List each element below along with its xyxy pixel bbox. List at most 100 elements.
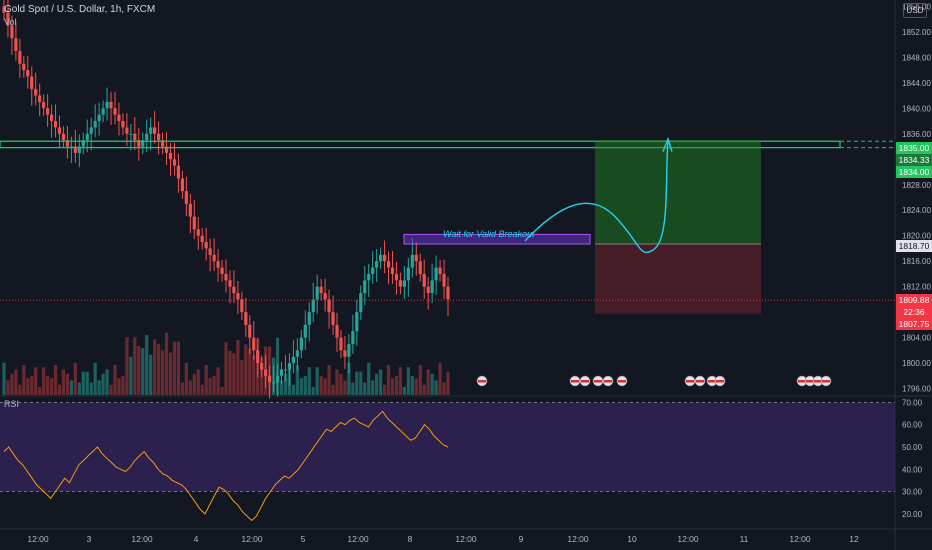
candle-body — [406, 267, 410, 281]
price-tick-label: 1796.00 — [902, 385, 931, 394]
volume-bar — [228, 351, 232, 395]
projection-curve — [524, 141, 669, 254]
time-tick-label: 12:00 — [677, 534, 699, 544]
volume-bar — [160, 350, 165, 395]
candle-body — [355, 312, 359, 332]
candle-body — [303, 324, 307, 338]
candle-body — [141, 140, 145, 147]
candle-body — [351, 331, 355, 345]
rsi-tick-label: 70.00 — [902, 398, 923, 407]
symbol-title: Gold Spot / U.S. Dollar, 1h, FXCM — [4, 4, 156, 15]
time-tick-label: 12:00 — [567, 534, 589, 544]
volume-bar — [406, 367, 410, 395]
volume-bar — [188, 380, 192, 395]
candle-body — [137, 140, 141, 147]
candle-body — [382, 254, 387, 262]
candle-body — [430, 280, 434, 294]
volume-bar — [157, 343, 161, 395]
candle-body — [10, 25, 14, 39]
volume-bar — [97, 380, 101, 395]
volume-bar — [208, 378, 212, 395]
volume-bar — [117, 378, 121, 395]
volume-bar — [323, 378, 327, 395]
volume-bar — [93, 362, 97, 395]
volume-bar — [180, 382, 184, 395]
volume-bar — [398, 367, 403, 395]
event-icons[interactable] — [476, 375, 832, 387]
time-tick-label: 12 — [849, 534, 859, 544]
candle-body — [168, 152, 173, 160]
candle-body — [105, 101, 109, 109]
candle-body — [188, 203, 192, 217]
candle-body — [109, 101, 113, 109]
price-tick-label: 1856.00 — [902, 2, 931, 11]
volume-bar — [30, 376, 34, 395]
volume-bar — [299, 378, 303, 395]
candle-body — [327, 299, 331, 313]
candle-body — [49, 114, 54, 122]
candle-body — [271, 382, 276, 384]
volume-bar — [69, 380, 73, 395]
candle-body — [153, 127, 157, 134]
tag-stop: 1807.75 — [896, 318, 932, 330]
volume-bar — [315, 367, 319, 395]
candle-body — [339, 337, 343, 351]
time-tick-label: 12:00 — [131, 534, 153, 544]
candle-body — [323, 293, 327, 300]
volume-bar — [375, 373, 379, 395]
candles — [2, 0, 450, 399]
candle-body — [319, 286, 323, 294]
volume-label: Vol — [4, 17, 17, 27]
candle-body — [426, 286, 430, 294]
candle-body — [375, 261, 379, 268]
time-tick-label: 10 — [627, 534, 637, 544]
volume-bar — [438, 362, 442, 395]
volume-bar — [34, 367, 38, 395]
candle-body — [89, 127, 93, 134]
volume-bar — [22, 365, 26, 395]
candle-body — [311, 299, 315, 313]
rsi-pane: 70.00 60.00 50.00 40.00 30.00 20.00 — [0, 398, 923, 522]
tag-resistance-bottom: 1834.00 — [896, 166, 932, 178]
candle-body — [85, 133, 89, 141]
volume-bar — [386, 365, 391, 395]
volume-bar — [164, 332, 169, 395]
volume-bar — [382, 384, 387, 395]
rsi-tick-label: 20.00 — [902, 510, 923, 519]
volume-bar — [204, 365, 208, 395]
volume-bar — [426, 369, 430, 395]
volume-bar — [125, 337, 129, 395]
volume-bar — [153, 339, 157, 395]
volume-bar — [216, 367, 220, 395]
volume-bar — [212, 376, 216, 395]
candle-body — [275, 375, 280, 383]
projection-arrowhead — [662, 136, 673, 152]
volume-bar — [359, 371, 363, 395]
candle-body — [34, 89, 38, 96]
event-flag-stripe — [618, 380, 626, 383]
volume-bar — [307, 367, 311, 395]
currency-button[interactable]: USD — [903, 3, 927, 18]
volume-bar — [434, 380, 438, 395]
candle-body — [315, 286, 319, 300]
candle-body — [359, 293, 363, 313]
candle-body — [390, 267, 395, 274]
candle-body — [65, 140, 70, 147]
candle-body — [125, 127, 129, 134]
price-tick-label: 1848.00 — [902, 53, 931, 62]
candle-body — [61, 133, 66, 141]
volume-bar — [137, 346, 141, 395]
candle-body — [26, 70, 30, 77]
candle-body — [30, 76, 34, 90]
price-tick-label: 1812.00 — [902, 283, 931, 292]
candle-body — [160, 140, 165, 147]
volume-bar — [446, 371, 450, 395]
volume-bar — [145, 335, 149, 395]
volume-bar — [149, 354, 153, 395]
volume-bar — [410, 376, 414, 395]
candle-body — [149, 127, 153, 134]
event-flag-stripe — [696, 380, 704, 383]
rsi-line — [3, 410, 449, 522]
candle-body — [121, 121, 125, 128]
